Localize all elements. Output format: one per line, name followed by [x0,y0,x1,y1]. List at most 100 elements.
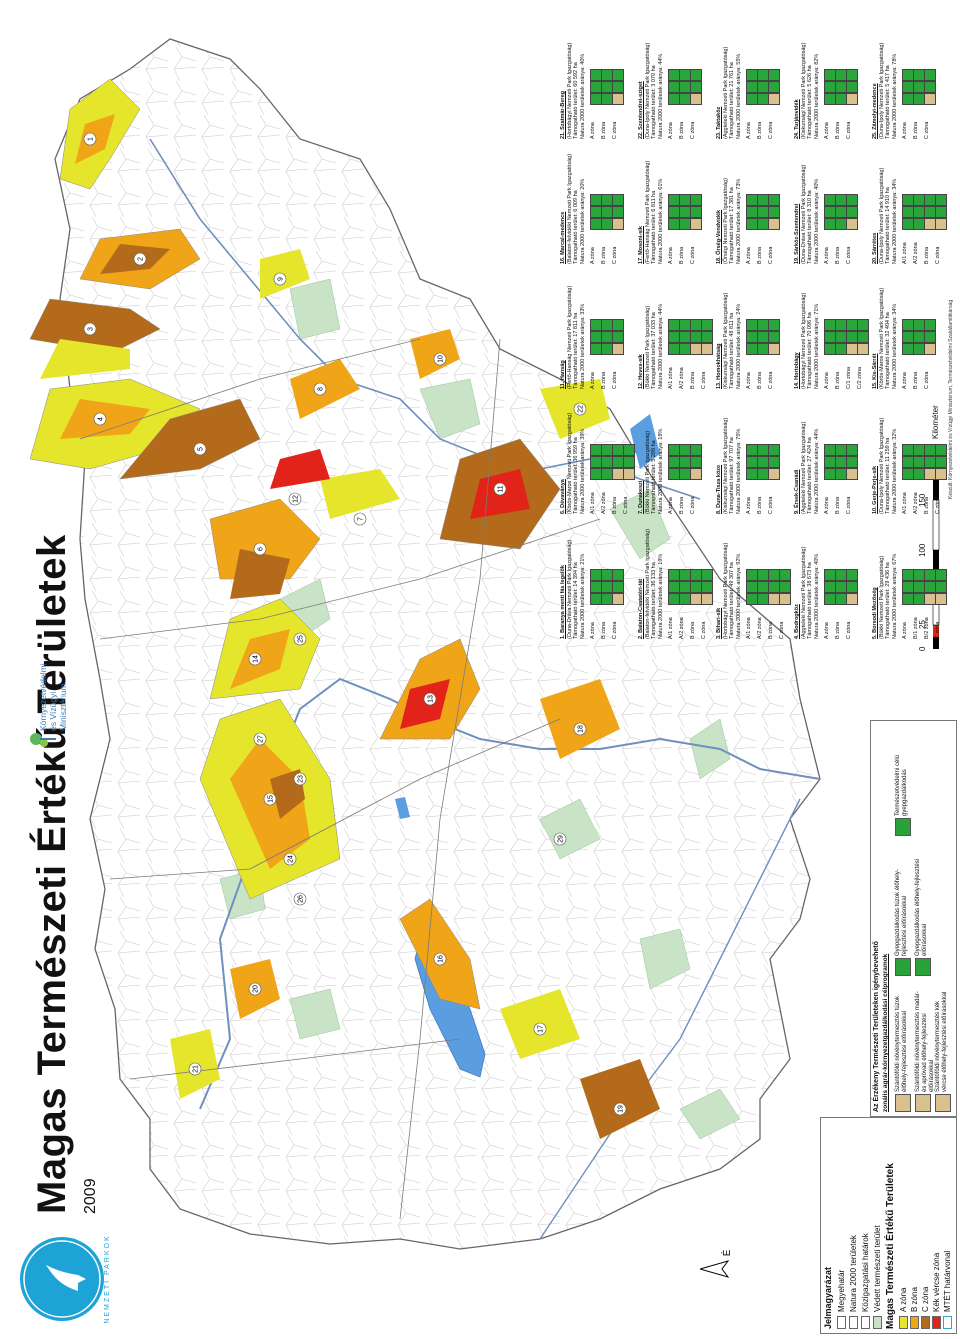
area-info-line: Natura 2000 területek aránya: 73% [735,178,742,264]
program-icon [768,218,780,230]
program-icon [768,444,780,456]
zone-label: A zóna [902,122,908,139]
svg-text:3: 3 [88,327,95,331]
program-icon [612,206,624,218]
svg-text:21: 21 [193,1065,200,1073]
zone-row: A zóna [668,194,680,264]
zone-row: A/2 zóna [757,569,769,639]
svg-text:20: 20 [253,985,260,993]
program-icon [623,456,635,468]
zone-row: C zóna [623,444,635,514]
program-icon [924,331,936,343]
svg-text:5: 5 [198,447,205,451]
zone-row: A zóna [902,319,914,389]
area-number-label: 13 [423,692,437,706]
program-icon [846,81,858,93]
zone-label: C zóna [935,621,941,639]
program-row: Szántóföldi növénytermesztés túzok élőhe… [895,995,908,1092]
area-info-panel: 8. Duna-Tisza köze (Kiskunsági Nemzeti Pa… [716,399,792,514]
zone-row: C zóna [846,444,858,514]
conservation-grassland-icon [895,818,911,836]
svg-text:23: 23 [298,775,305,783]
area-info-line: Natura 2000 területek aránya: 44% [813,428,820,514]
program-icon [846,93,858,105]
program-icon [857,331,869,343]
legend-item-zone-a: A zóna [899,1288,909,1329]
zone-label: B zóna [924,496,930,514]
zone-label: B zóna [757,121,763,139]
zone-row: B zóna [757,319,769,389]
zone-label: A zóna [746,372,752,389]
program-icon [846,218,858,230]
zone-row: B/1 zóna [913,569,925,639]
program-legend: Az Érzékeny Természeti Területeken igény… [870,720,957,1117]
area-number-label: 5 [193,442,207,456]
zone-row: A/1 zóna [668,319,680,389]
program-icon [935,194,947,206]
zone-row: C zóna [690,444,702,514]
area-info-line: Natura 2000 területek aránya: 40% [813,553,820,639]
zone-label: B zóna [835,246,841,264]
zone-row: B zóna [913,69,925,139]
zone-label: A zóna [668,497,674,514]
zone-label: B zóna [679,496,685,514]
zone-label: B zóna [757,246,763,264]
area-info-panel: 5. Borsodi Mezőség (Bükki Nemzeti Park Ig… [872,524,948,639]
area-number-label: 22 [573,402,587,416]
program-icon [690,468,702,480]
area-number-label: 20 [248,982,262,996]
legend-item-mtet-border: MTÉT határvonal [943,1251,953,1329]
area-info-panel: 12. Heves-sík (Bükki Nemzeti Park Igazgat… [638,274,714,389]
zone-label: A zóna [824,122,830,139]
zone-label: B zóna [835,621,841,639]
program-icon [846,581,858,593]
zone-label: C zóna [623,496,629,514]
zone-label: C/1 zóna [846,366,852,389]
program-icon [701,331,713,343]
zone-label: B/1 zóna [913,617,919,639]
zone-label: B zóna [768,621,774,639]
zone-row: A zóna [590,69,602,139]
area-info-panel: 17. Mosoni-sík (Fertő-Hanság Nemzeti Park… [638,149,714,264]
zone-row: C zóna [690,69,702,139]
zone-row: A/1 zóna [590,444,602,514]
zone-label: B zóna [835,121,841,139]
program-icon [779,569,791,581]
program-icon [768,206,780,218]
program-icon [846,569,858,581]
north-arrow-icon [698,1260,730,1278]
zone-label: C zóna [846,496,852,514]
zone-row: B zóna [690,569,702,639]
zone-row: B zóna [835,194,847,264]
zone-row: B zóna [768,569,780,639]
svg-text:7: 7 [358,517,365,521]
zone-row: B zóna [690,319,702,389]
zone-label: A zóna [590,622,596,639]
zone-row: C zóna [612,194,624,264]
bird-arable-icon [915,1094,931,1112]
zone-label: B zóna [601,121,607,139]
program-row: Szántóföldi növénytermesztés kék vércse … [935,991,948,1092]
program-icon [924,93,936,105]
area-info-line: Natura 2000 területek aránya: 32% [891,428,898,514]
zone-label: A/1 zóna [746,617,752,639]
program-icon [690,69,702,81]
legend-title: Jelmagyarázat [823,1266,833,1329]
program-icon [701,569,713,581]
program-legend-title: Az Érzékeny Természeti Területeken igény… [873,941,880,1112]
lake-velence [395,797,410,819]
svg-text:26: 26 [298,895,305,903]
zone-label: C zóna [768,121,774,139]
zone-label: C zóna [779,621,785,639]
zone-label: C zóna [701,621,707,639]
legend-mtet-header: Magas Természeti Értékű Területek [885,1163,896,1329]
program-icon [612,218,624,230]
program-icon [612,569,624,581]
zone-row: B zóna [835,69,847,139]
svg-text:2: 2 [138,257,145,261]
zone-label: A/1 zóna [668,367,674,389]
zone-row: B zóna [924,444,936,514]
program-icon [690,444,702,456]
zone-label: B/2 zóna [924,617,930,639]
zone-label: C zóna [768,246,774,264]
